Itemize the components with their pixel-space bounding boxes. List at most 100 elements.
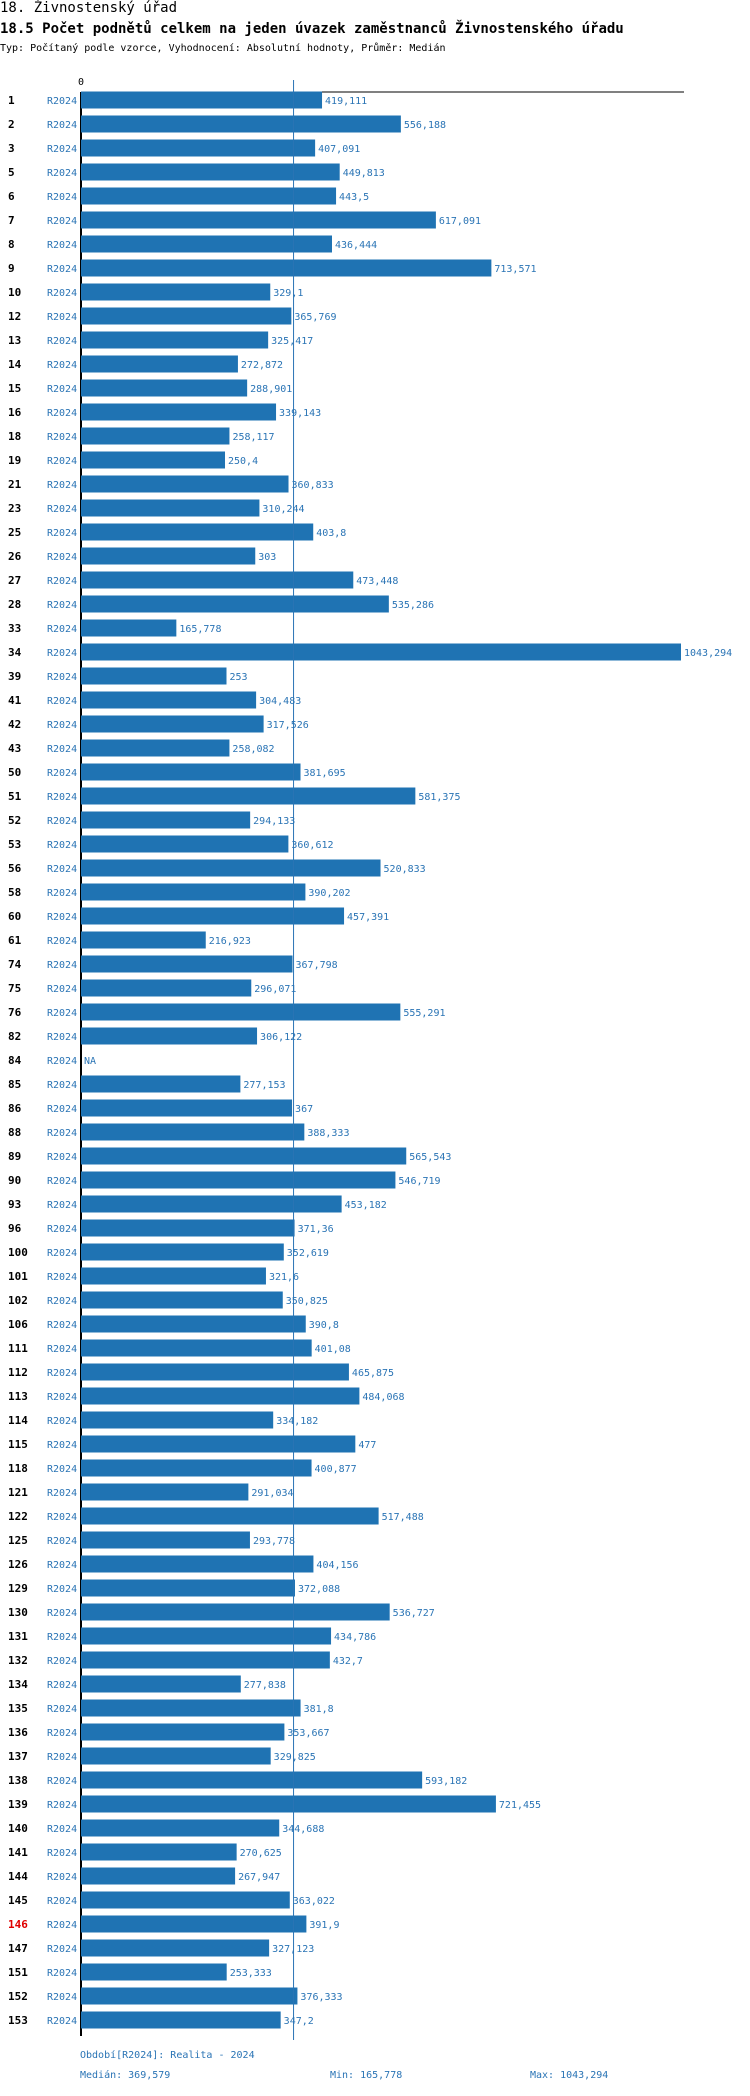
category-label: 52 bbox=[8, 814, 21, 827]
category-label: 6 bbox=[8, 190, 15, 203]
value-label: 484,068 bbox=[362, 1392, 404, 1403]
category-label: 137 bbox=[8, 1750, 28, 1763]
x-axis-zero-label: 0 bbox=[78, 77, 84, 88]
bar bbox=[81, 1171, 396, 1189]
series-label: R2024 bbox=[47, 1032, 77, 1043]
category-label: 74 bbox=[8, 958, 22, 971]
value-label: 353,667 bbox=[287, 1728, 329, 1739]
value-label: 306,122 bbox=[260, 1032, 302, 1043]
bar bbox=[81, 523, 314, 541]
category-label: 106 bbox=[8, 1318, 28, 1331]
series-label: R2024 bbox=[47, 336, 77, 347]
category-label: 19 bbox=[8, 454, 21, 467]
bar bbox=[81, 1315, 306, 1333]
value-label: 546,719 bbox=[398, 1176, 440, 1187]
value-label: 390,8 bbox=[309, 1320, 339, 1331]
category-label: 112 bbox=[8, 1366, 28, 1379]
series-label: R2024 bbox=[47, 1488, 77, 1499]
category-label: 7 bbox=[8, 214, 15, 227]
value-label: 344,688 bbox=[282, 1824, 324, 1835]
category-label: 76 bbox=[8, 1006, 22, 1019]
bar bbox=[81, 571, 354, 589]
category-label: 2 bbox=[8, 118, 15, 131]
category-label: 34 bbox=[8, 646, 22, 659]
series-label: R2024 bbox=[47, 1824, 77, 1835]
value-label: 400,877 bbox=[315, 1464, 357, 1475]
series-label: R2024 bbox=[47, 1704, 77, 1715]
bar bbox=[81, 1027, 258, 1045]
value-label: 360,612 bbox=[291, 840, 333, 851]
bar bbox=[81, 163, 340, 181]
series-label: R2024 bbox=[47, 144, 77, 155]
category-label: 138 bbox=[8, 1774, 28, 1787]
series-label: R2024 bbox=[47, 984, 77, 995]
category-label: 114 bbox=[8, 1414, 28, 1427]
value-label: 556,188 bbox=[404, 120, 446, 131]
series-label: R2024 bbox=[47, 1968, 77, 1979]
series-label: R2024 bbox=[47, 1680, 77, 1691]
category-label: 27 bbox=[8, 574, 21, 587]
series-label: R2024 bbox=[47, 1440, 77, 1451]
bar bbox=[81, 1219, 295, 1237]
bar bbox=[81, 403, 277, 421]
bar bbox=[81, 1387, 360, 1405]
value-label: 339,143 bbox=[279, 408, 321, 419]
category-label: 136 bbox=[8, 1726, 28, 1739]
series-label: R2024 bbox=[47, 1800, 77, 1811]
series-label: R2024 bbox=[47, 216, 77, 227]
value-label: 371,36 bbox=[298, 1224, 334, 1235]
bar bbox=[81, 1915, 307, 1933]
bar bbox=[81, 331, 269, 349]
value-label: 434,786 bbox=[334, 1632, 376, 1643]
category-label: 135 bbox=[8, 1702, 28, 1715]
bar bbox=[81, 691, 257, 709]
value-label: 404,156 bbox=[316, 1560, 358, 1571]
bar bbox=[81, 1987, 298, 2005]
series-label: R2024 bbox=[47, 1920, 77, 1931]
series-label: R2024 bbox=[47, 528, 77, 539]
category-label: 153 bbox=[8, 2014, 28, 2027]
category-label: 113 bbox=[8, 1390, 28, 1403]
bar bbox=[81, 763, 301, 781]
category-label: 111 bbox=[8, 1342, 28, 1355]
value-label: 253,333 bbox=[230, 1968, 272, 1979]
series-label: R2024 bbox=[47, 672, 77, 683]
bar bbox=[81, 1555, 314, 1573]
value-label: 432,7 bbox=[333, 1656, 363, 1667]
bar bbox=[81, 1651, 330, 1669]
bar bbox=[81, 187, 337, 205]
category-label: 58 bbox=[8, 886, 21, 899]
category-label: 1 bbox=[8, 94, 15, 107]
series-label: R2024 bbox=[47, 1416, 77, 1427]
category-label: 56 bbox=[8, 862, 22, 875]
bar bbox=[81, 1795, 496, 1813]
category-label: 13 bbox=[8, 334, 21, 347]
bar bbox=[81, 979, 252, 997]
bar bbox=[81, 1867, 236, 1885]
series-label: R2024 bbox=[47, 888, 77, 899]
series-label: R2024 bbox=[47, 864, 77, 875]
series-label: R2024 bbox=[47, 1608, 77, 1619]
series-label: R2024 bbox=[47, 768, 77, 779]
series-label: R2024 bbox=[47, 1056, 77, 1067]
category-label: 85 bbox=[8, 1078, 21, 1091]
category-label: 121 bbox=[8, 1486, 28, 1499]
bar bbox=[81, 739, 230, 757]
series-label: R2024 bbox=[47, 600, 77, 611]
chart-title: 18.5 Počet podnětů celkem na jeden úvaze… bbox=[0, 21, 624, 37]
value-label: 443,5 bbox=[339, 192, 369, 203]
value-label: 277,838 bbox=[244, 1680, 286, 1691]
category-label: 41 bbox=[8, 694, 22, 707]
value-label: 304,483 bbox=[259, 696, 301, 707]
series-label: R2024 bbox=[47, 552, 77, 563]
bar bbox=[81, 787, 416, 805]
value-label: 288,901 bbox=[250, 384, 292, 395]
bar bbox=[81, 1267, 266, 1285]
category-label: 134 bbox=[8, 1678, 28, 1691]
series-label: R2024 bbox=[47, 936, 77, 947]
category-label: 23 bbox=[8, 502, 21, 515]
category-label: 118 bbox=[8, 1462, 28, 1475]
series-label: R2024 bbox=[47, 1464, 77, 1475]
value-label: 390,202 bbox=[308, 888, 350, 899]
bar bbox=[81, 475, 289, 493]
